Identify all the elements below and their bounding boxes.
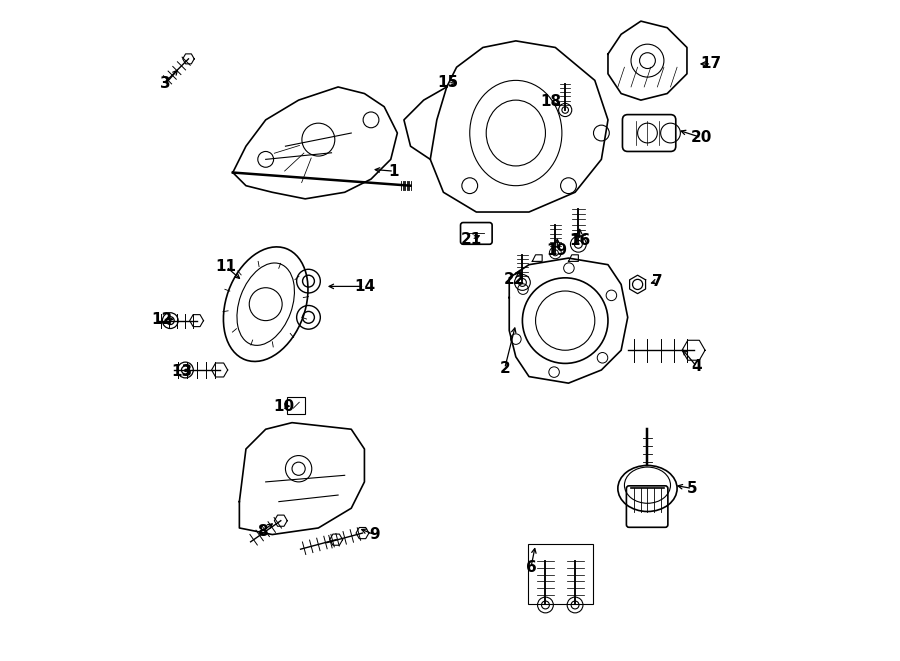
Text: 3: 3 (160, 76, 171, 91)
Text: 5: 5 (687, 481, 698, 496)
Text: 18: 18 (540, 94, 562, 109)
Text: 11: 11 (216, 259, 237, 274)
Text: 2: 2 (500, 361, 510, 376)
Text: 19: 19 (546, 243, 568, 258)
Text: 9: 9 (369, 527, 380, 542)
Bar (527, 545, 593, 603)
Text: 20: 20 (691, 130, 712, 145)
Text: 16: 16 (569, 233, 590, 248)
Text: 21: 21 (461, 232, 482, 247)
Text: 6: 6 (526, 560, 536, 575)
Text: 4: 4 (691, 359, 702, 374)
Text: 1: 1 (389, 164, 400, 178)
Text: 10: 10 (273, 399, 294, 414)
Text: 15: 15 (437, 75, 459, 90)
Text: 12: 12 (152, 312, 173, 327)
Text: 7: 7 (652, 274, 662, 289)
Text: 17: 17 (701, 56, 722, 71)
Text: 13: 13 (172, 364, 193, 379)
Text: 14: 14 (354, 279, 375, 294)
Text: 22: 22 (504, 272, 526, 288)
Text: 8: 8 (257, 524, 267, 539)
